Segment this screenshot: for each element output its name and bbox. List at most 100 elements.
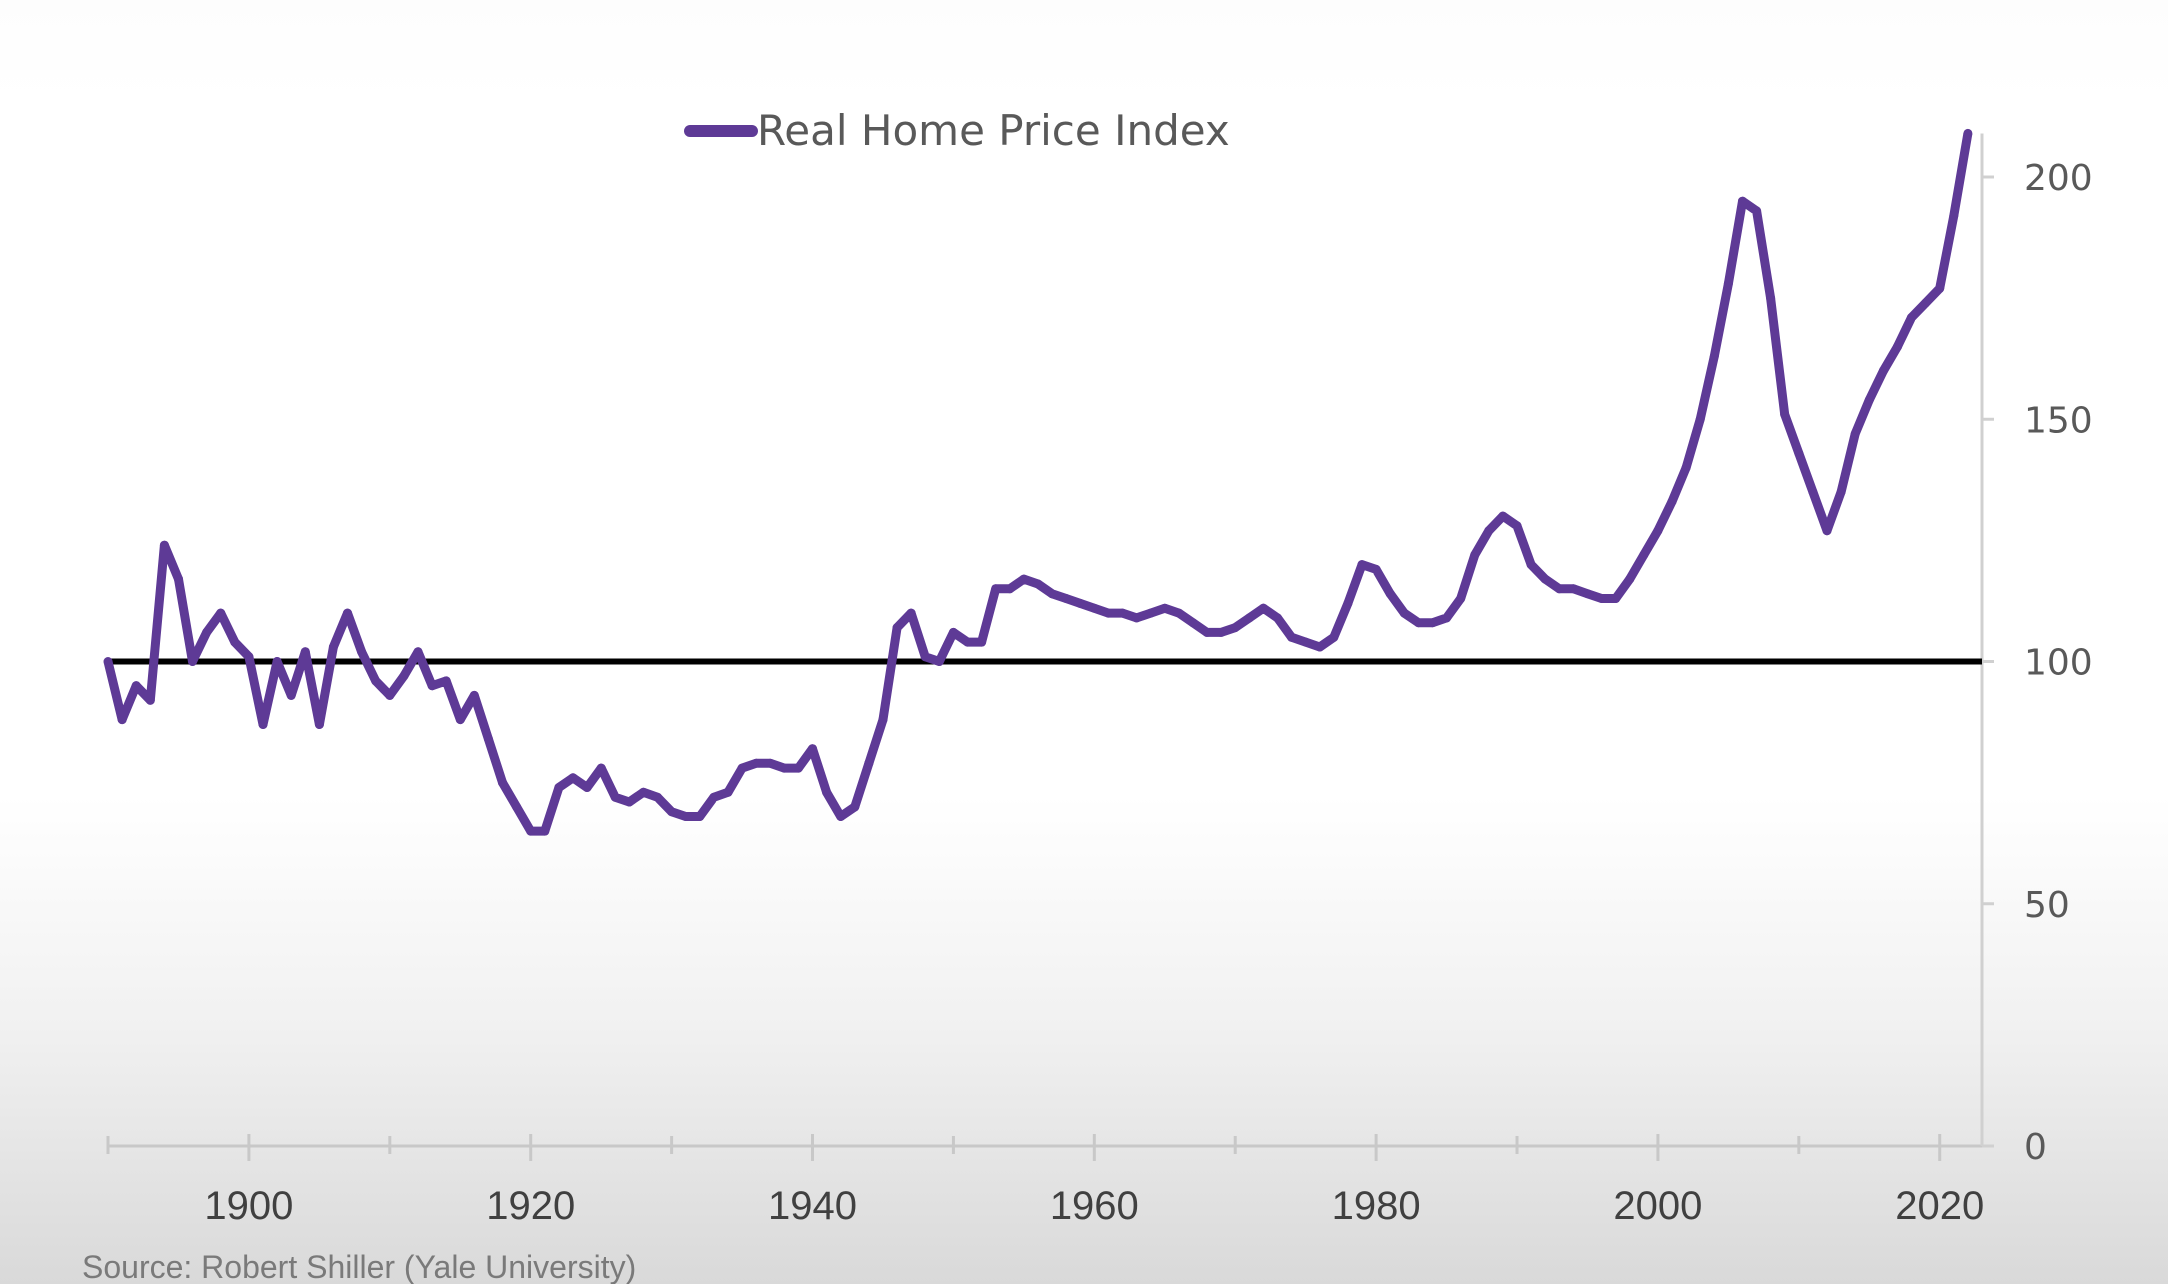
- data-point: [1047, 589, 1057, 599]
- data-point: [469, 690, 479, 700]
- data-point: [822, 787, 832, 797]
- data-point: [1808, 487, 1818, 497]
- data-point: [427, 681, 437, 691]
- data-point: [1949, 211, 1959, 221]
- data-point: [1315, 642, 1325, 652]
- x-tick-label: 2020: [1895, 1184, 1984, 1228]
- data-point: [1343, 598, 1353, 608]
- data-point: [1921, 298, 1931, 308]
- data-point: [723, 787, 733, 797]
- x-tick-label: 2000: [1613, 1184, 1702, 1228]
- data-point: [1357, 560, 1367, 570]
- data-point: [314, 720, 324, 729]
- data-point: [1653, 526, 1663, 536]
- y-ticks: 0 50 100 150 200: [1982, 158, 2093, 1168]
- data-point: [554, 783, 564, 792]
- data-point: [1526, 560, 1536, 570]
- data-point: [1836, 487, 1846, 497]
- series-line-real-home-price-index: [103, 132, 1973, 836]
- data-point: [920, 652, 930, 662]
- data-point: [1498, 511, 1508, 521]
- data-point: [1258, 603, 1268, 613]
- data-point: [1089, 603, 1099, 613]
- data-point: [1878, 366, 1888, 376]
- data-point: [1216, 627, 1226, 637]
- data-point: [1583, 589, 1592, 599]
- data-point: [244, 652, 254, 662]
- data-point: [1399, 608, 1409, 618]
- data-point: [610, 792, 620, 802]
- data-point: [1738, 196, 1747, 206]
- y-tick-label: 50: [2024, 885, 2070, 926]
- data-point: [286, 690, 296, 700]
- data-point: [963, 637, 972, 647]
- data-point: [864, 758, 874, 768]
- data-point: [202, 627, 212, 637]
- data-point: [1935, 283, 1945, 293]
- data-point: [1512, 521, 1522, 531]
- data-point: [1963, 128, 1973, 138]
- data-point: [653, 792, 662, 802]
- data-point: [159, 540, 169, 550]
- data-point: [1470, 550, 1480, 560]
- data-point: [1766, 293, 1776, 303]
- data-point: [1230, 623, 1240, 633]
- data-point: [568, 773, 578, 783]
- x-tick-label: 1920: [486, 1184, 575, 1228]
- data-point: [1709, 351, 1719, 361]
- data-point: [709, 792, 719, 802]
- data-point: [1061, 594, 1071, 603]
- data-point: [1428, 618, 1437, 628]
- data-point: [1019, 574, 1029, 584]
- data-point: [357, 647, 367, 657]
- data-point: [512, 802, 522, 812]
- data-point: [441, 676, 451, 686]
- data-point: [1385, 589, 1395, 599]
- data-point: [1244, 613, 1254, 623]
- y-tick-label: 200: [2024, 158, 2093, 199]
- data-point: [343, 608, 352, 618]
- data-point: [1822, 526, 1832, 536]
- data-point: [1146, 608, 1156, 618]
- axes: 1900 1920 1940 1960 1980 2000 2020 0 50 100 150 20…: [106, 133, 2093, 1228]
- data-point: [1301, 637, 1311, 647]
- x-tick-label: 1980: [1332, 1184, 1421, 1228]
- data-point: [1132, 613, 1142, 623]
- data-point: [328, 642, 338, 652]
- legend-label: Real Home Price Index: [757, 106, 1230, 155]
- data-points: [103, 128, 1973, 836]
- data-point: [948, 627, 958, 637]
- data-point: [1160, 603, 1170, 613]
- data-point: [272, 657, 282, 666]
- data-point: [300, 647, 310, 657]
- data-point: [1371, 564, 1381, 574]
- data-point: [906, 608, 916, 618]
- data-point: [1273, 613, 1282, 623]
- data-point: [174, 574, 183, 584]
- y-tick-label: 0: [2024, 1127, 2047, 1168]
- data-point: [582, 783, 592, 792]
- data-point: [1667, 497, 1677, 507]
- data-point: [1287, 632, 1297, 642]
- data-point: [991, 584, 1001, 594]
- data-point: [1568, 584, 1578, 594]
- data-point: [526, 826, 536, 836]
- y-tick-label: 150: [2024, 400, 2093, 441]
- data-point: [455, 715, 465, 725]
- data-point: [1794, 448, 1804, 458]
- data-point: [695, 812, 705, 821]
- data-point: [1907, 313, 1916, 322]
- data-point: [624, 797, 634, 807]
- data-point: [1597, 594, 1607, 603]
- data-point: [1893, 342, 1902, 352]
- data-point: [1174, 608, 1184, 618]
- data-point: [977, 637, 987, 647]
- data-point: [483, 734, 493, 744]
- data-point: [1864, 395, 1874, 405]
- data-point: [1413, 618, 1423, 628]
- data-point: [836, 812, 846, 821]
- data-point: [145, 695, 155, 705]
- data-point: [399, 671, 409, 681]
- data-point: [103, 657, 113, 666]
- data-point: [638, 787, 648, 797]
